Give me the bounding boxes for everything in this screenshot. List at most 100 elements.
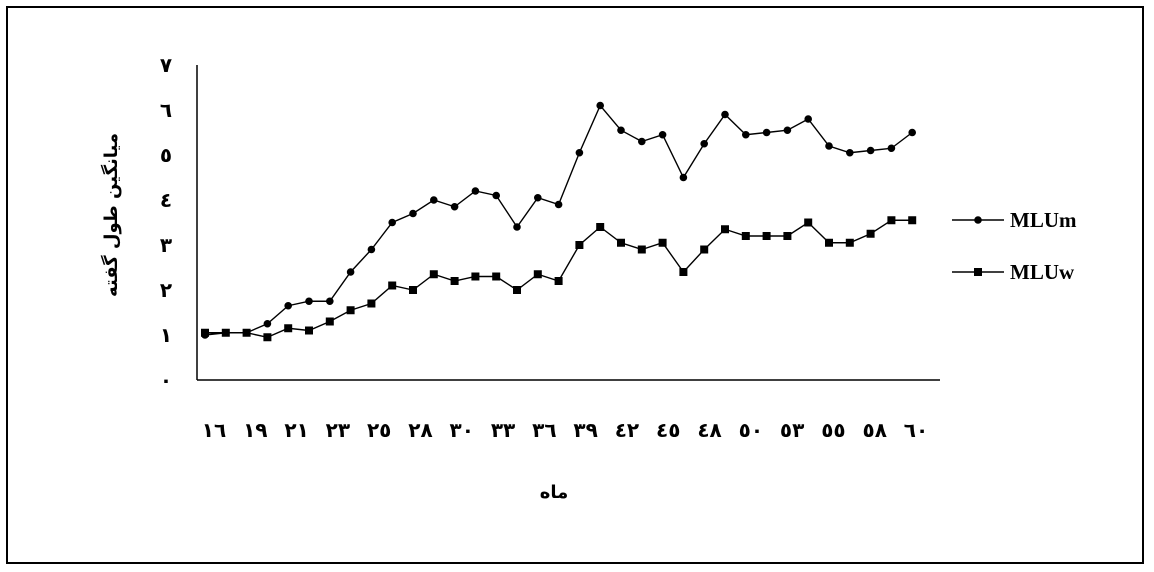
data-point (575, 148, 584, 157)
data-point (367, 245, 376, 254)
x-tick-label: ۳۳ (491, 418, 515, 442)
data-point (326, 297, 334, 306)
data-point (658, 130, 667, 139)
data-point (762, 232, 771, 240)
legend-label: MLUw (1010, 260, 1075, 284)
data-point (201, 328, 209, 337)
data-point (471, 272, 480, 281)
data-point (908, 128, 916, 137)
data-point (908, 216, 917, 225)
data-point (429, 270, 438, 279)
y-axis-ticks: ۰ ۱ ۲ ۳ ٤ ٥ ٦ ۷ (160, 53, 172, 392)
x-tick-label: ٤۲ (615, 418, 639, 442)
data-point (554, 200, 563, 209)
data-point (638, 137, 646, 146)
data-point (887, 144, 896, 153)
x-tick-label: ۳۰ (450, 418, 474, 442)
x-tick-label: ٥۸ (862, 418, 886, 442)
x-tick-label: ٥۰ (739, 418, 763, 442)
data-point (221, 328, 230, 337)
series-layer (201, 101, 917, 342)
data-point (242, 328, 251, 337)
data-point (679, 173, 688, 182)
y-tick-label: ۰ (160, 368, 172, 392)
data-point (492, 272, 501, 281)
legend-item-MLUm: MLUm (952, 208, 1077, 232)
data-point (700, 139, 708, 148)
axes (196, 65, 940, 381)
chart-frame (6, 6, 1144, 564)
x-tick-label: ۲۱ (284, 418, 308, 442)
data-point (845, 238, 854, 247)
data-point (596, 223, 605, 231)
data-point (284, 324, 293, 333)
x-tick-label: ۱٦ (202, 418, 226, 442)
data-point (741, 232, 750, 240)
x-tick-label: ۲۸ (408, 418, 432, 442)
data-point (346, 306, 355, 315)
data-point (783, 126, 792, 135)
y-tick-label: ۳ (160, 233, 172, 257)
data-point (825, 142, 833, 150)
data-point (783, 232, 792, 240)
y-tick-label: ۲ (160, 278, 172, 302)
y-axis-title: میانگین طول گفته (100, 133, 122, 297)
data-point (575, 241, 584, 249)
y-tick-label: ٥ (160, 143, 172, 167)
data-point (263, 319, 272, 328)
data-point (388, 281, 397, 290)
x-tick-label: ٤٥ (656, 418, 680, 442)
data-point (866, 146, 875, 155)
legend-marker (974, 216, 982, 224)
data-point (388, 218, 397, 227)
x-axis-title: ماه (540, 482, 569, 503)
y-tick-label: ۷ (160, 53, 172, 77)
x-tick-label: ٥٥ (821, 418, 845, 442)
legend-marker (974, 268, 982, 276)
x-tick-label: ٦۰ (904, 418, 928, 442)
data-point (263, 333, 272, 342)
data-point (305, 326, 313, 335)
data-point (534, 193, 542, 202)
y-tick-label: ٦ (160, 98, 172, 122)
data-point (762, 128, 771, 137)
x-tick-label: ۲۳ (326, 418, 350, 442)
y-tick-label: ۱ (160, 323, 172, 347)
legend-label: MLUm (1010, 208, 1077, 232)
data-point (409, 209, 417, 218)
data-point (533, 270, 542, 279)
data-point (284, 301, 293, 310)
data-point (305, 297, 313, 306)
x-tick-label: ۱۹ (243, 418, 267, 442)
data-point (846, 148, 854, 157)
data-point (804, 115, 812, 123)
data-point (596, 101, 604, 110)
data-point (450, 202, 459, 211)
series-MLUw (201, 216, 917, 342)
x-tick-label: ۳٦ (532, 418, 556, 442)
data-point (700, 245, 709, 254)
legend-item-MLUw: MLUw (952, 260, 1075, 284)
data-point (721, 225, 729, 234)
data-point (866, 229, 875, 238)
data-point (450, 277, 459, 285)
data-point (513, 223, 521, 231)
data-point (637, 245, 646, 254)
data-point (346, 268, 355, 276)
data-point (825, 238, 833, 247)
data-point (679, 268, 688, 276)
data-point (617, 238, 625, 247)
y-tick-label: ٤ (160, 188, 172, 212)
data-point (554, 277, 563, 285)
x-axis-ticks: ۱٦ ۱۹ ۲۱ ۲۳ ۲٥ ۲۸ ۳۰ ۳۳ ۳٦ ۳۹ ٤۲ ٤٥ ٤۸ ٥۰ ٥۳ ٥٥ ٥۸ ٦۰ (202, 418, 928, 442)
data-point (887, 216, 896, 225)
data-point (658, 238, 667, 247)
data-point (367, 299, 376, 308)
data-point (430, 196, 438, 204)
data-point (492, 191, 501, 200)
x-tick-label: ٥۳ (780, 418, 804, 442)
data-point (513, 286, 521, 294)
data-point (325, 317, 334, 326)
x-tick-label: ٤۸ (697, 418, 721, 442)
